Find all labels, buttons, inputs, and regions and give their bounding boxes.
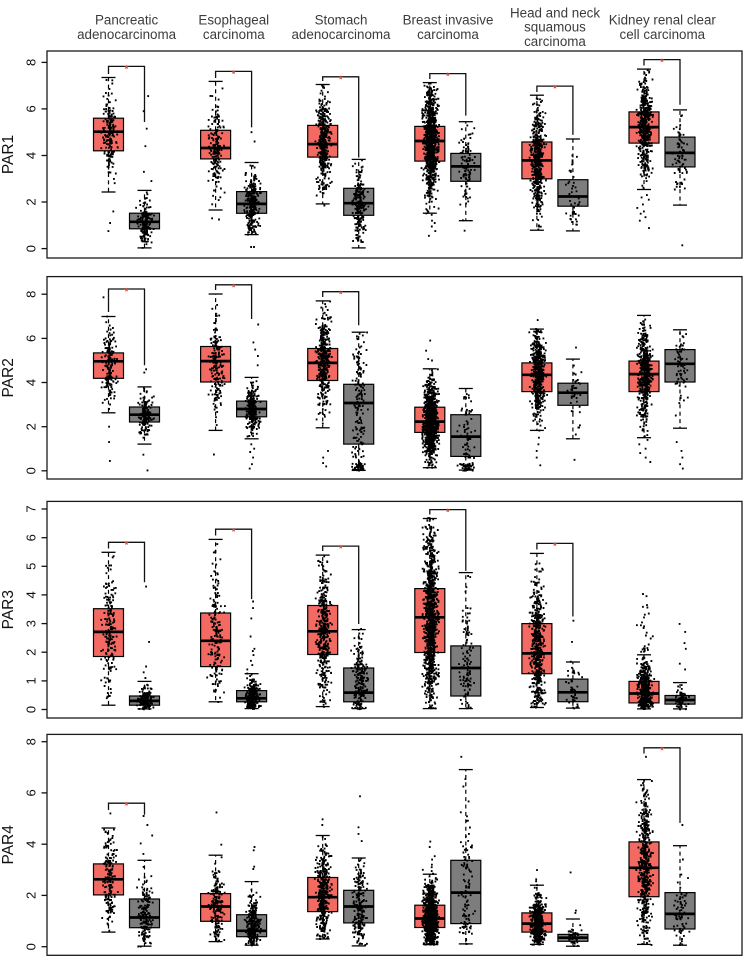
svg-text:7: 7 (24, 505, 39, 512)
svg-text:0: 0 (24, 706, 39, 713)
svg-text:6: 6 (24, 534, 39, 541)
svg-text:cell carcinoma: cell carcinoma (620, 27, 706, 42)
svg-text:2: 2 (24, 423, 39, 430)
svg-text:2: 2 (24, 892, 39, 899)
svg-text:adenocarcinoma: adenocarcinoma (291, 27, 391, 42)
svg-text:0: 0 (24, 943, 39, 950)
svg-text:6: 6 (24, 335, 39, 342)
svg-text:adenocarcinoma: adenocarcinoma (77, 27, 177, 42)
svg-text:Stomach: Stomach (315, 13, 368, 28)
svg-text:PAR2: PAR2 (0, 358, 17, 397)
svg-text:PAR1: PAR1 (0, 135, 17, 174)
svg-text:carcinoma: carcinoma (524, 34, 586, 49)
svg-text:Breast invasive: Breast invasive (403, 13, 494, 28)
svg-text:0: 0 (24, 467, 39, 474)
svg-text:6: 6 (24, 105, 39, 112)
svg-text:1: 1 (24, 677, 39, 684)
svg-text:squamous: squamous (524, 20, 586, 35)
svg-text:carcinoma: carcinoma (417, 27, 479, 42)
svg-text:4: 4 (24, 841, 39, 848)
svg-text:Kidney renal clear: Kidney renal clear (609, 13, 717, 28)
svg-text:8: 8 (24, 738, 39, 745)
svg-text:3: 3 (24, 620, 39, 627)
svg-text:8: 8 (24, 291, 39, 298)
svg-text:PAR3: PAR3 (0, 590, 17, 629)
svg-text:4: 4 (24, 152, 39, 159)
svg-text:Pancreatic: Pancreatic (95, 13, 159, 28)
svg-text:2: 2 (24, 649, 39, 656)
svg-text:Head and neck: Head and neck (510, 5, 600, 20)
svg-text:5: 5 (24, 563, 39, 570)
svg-text:2: 2 (24, 198, 39, 205)
svg-text:4: 4 (24, 591, 39, 598)
svg-text:carcinoma: carcinoma (203, 27, 265, 42)
svg-text:PAR4: PAR4 (0, 825, 17, 865)
svg-text:8: 8 (24, 59, 39, 66)
svg-text:4: 4 (24, 379, 39, 386)
svg-text:6: 6 (24, 789, 39, 796)
svg-text:Esophageal: Esophageal (198, 13, 269, 28)
svg-text:0: 0 (24, 245, 39, 252)
